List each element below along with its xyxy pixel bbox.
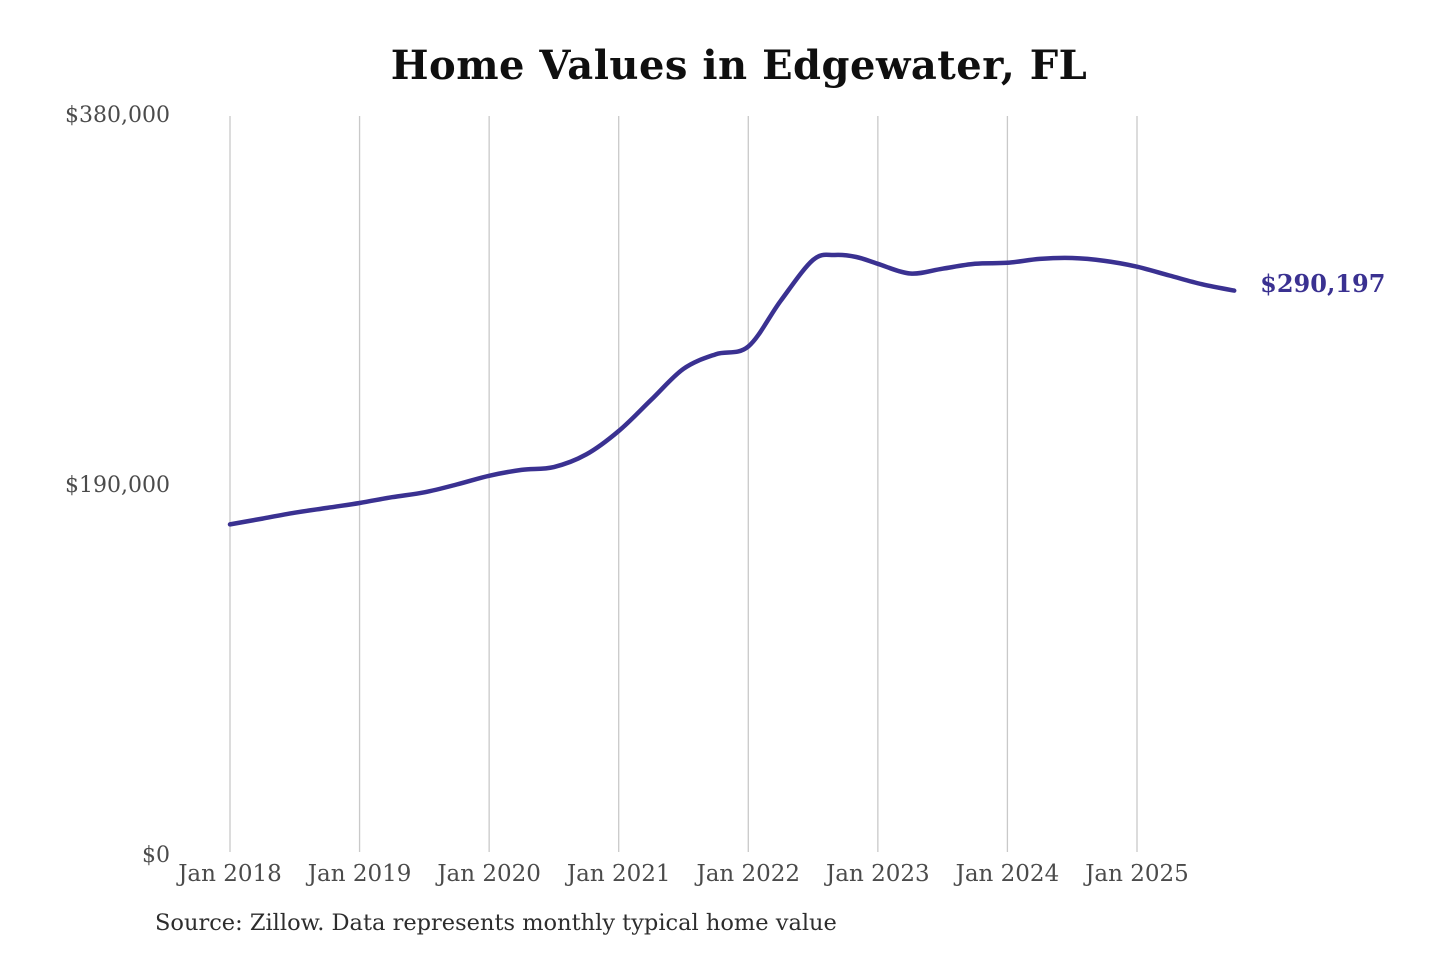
x-tick-label: Jan 2025 — [1085, 861, 1189, 887]
y-tick-label: $0 — [142, 843, 170, 868]
home-value-line — [227, 252, 1237, 527]
source-note: Source: Zillow. Data represents monthly … — [155, 910, 837, 936]
gridlines — [229, 116, 1138, 852]
current-value-label: $290,197 — [1260, 268, 1386, 298]
x-tick-label: Jan 2024 — [955, 861, 1060, 887]
x-tick-label: Jan 2020 — [437, 861, 541, 887]
x-tick-label: Jan 2023 — [826, 861, 930, 887]
chart-title: Home Values in Edgewater, FL — [390, 42, 1088, 89]
y-tick-label: $190,000 — [65, 473, 170, 498]
x-tick-label: Jan 2019 — [307, 861, 412, 887]
x-tick-label: Jan 2018 — [178, 861, 282, 887]
x-tick-label: Jan 2021 — [566, 861, 671, 887]
y-tick-label: $380,000 — [65, 103, 170, 128]
x-tick-label: Jan 2022 — [696, 861, 801, 887]
